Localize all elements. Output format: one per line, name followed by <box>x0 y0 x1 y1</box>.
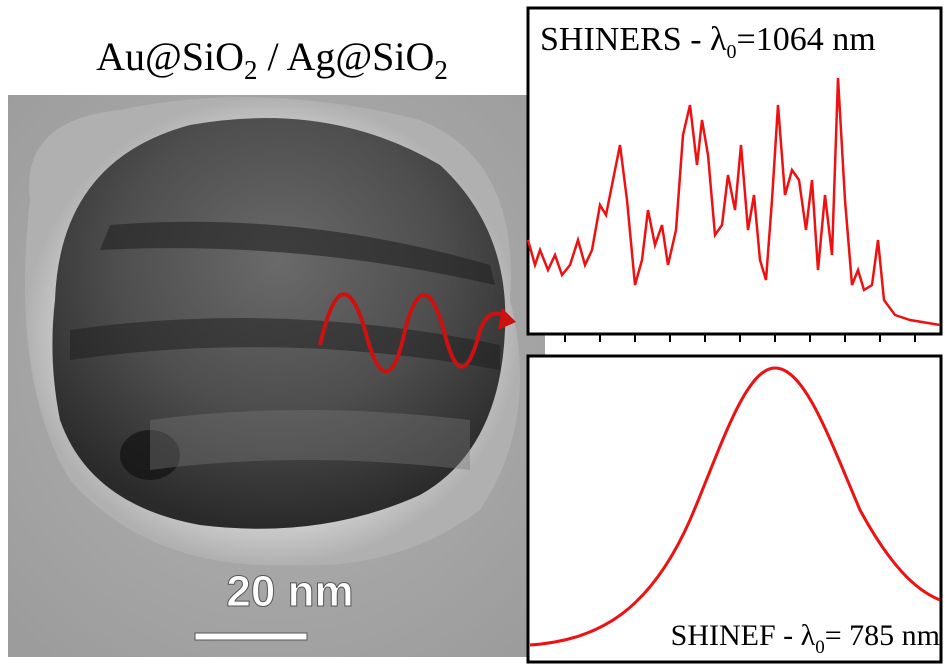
label-subscript: 0 <box>727 41 737 63</box>
wave-arrow <box>318 292 516 374</box>
label-part: SHINERS - λ <box>540 21 727 58</box>
label-part: = 785 nm <box>825 619 940 652</box>
label-part: =1064 nm <box>737 21 876 58</box>
fluorescence-band <box>529 366 941 647</box>
label-subscript: 0 <box>815 637 825 658</box>
title-subscript: 2 <box>244 55 258 85</box>
top-panel-label: SHINERS - λ0=1064 nm <box>540 21 876 63</box>
title-subscript: 2 <box>434 55 448 85</box>
sers-spectrum <box>526 77 941 327</box>
bottom-panel-label: SHINEF - λ0= 785 nm <box>671 619 940 658</box>
scale-bar <box>194 632 308 641</box>
bottom-panel <box>526 354 943 664</box>
tem-image <box>8 95 545 657</box>
scale-bar-label: 20 nm <box>226 567 353 616</box>
figure-title: Au@SiO2 / Ag@SiO2 <box>96 34 448 85</box>
title-part: Au@SiO <box>96 34 244 79</box>
label-part: SHINEF - λ <box>671 619 816 652</box>
top-panel-ticks <box>564 334 916 342</box>
title-part: / Ag@SiO <box>258 34 435 79</box>
